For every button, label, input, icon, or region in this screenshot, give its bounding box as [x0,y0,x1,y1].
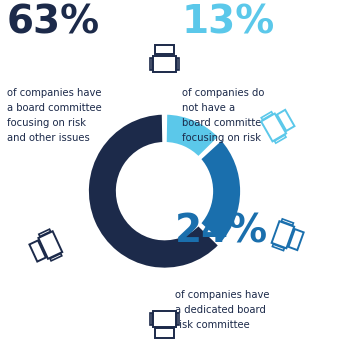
Polygon shape [281,219,293,225]
Polygon shape [261,114,286,141]
Polygon shape [29,240,46,262]
Polygon shape [38,231,62,259]
Text: of companies do
not have a
board committee
focusing on risk: of companies do not have a board committ… [182,88,267,143]
Text: 24%: 24% [175,212,268,250]
Text: 13%: 13% [182,4,275,41]
Polygon shape [39,229,50,236]
Polygon shape [155,45,174,54]
Polygon shape [176,58,179,70]
Polygon shape [155,328,174,337]
Wedge shape [199,139,241,244]
Polygon shape [50,253,62,261]
Polygon shape [150,313,153,325]
Polygon shape [153,311,176,326]
Text: of companies have
a dedicated board
risk committee: of companies have a dedicated board risk… [175,290,270,330]
Text: of companies have
a board committee
focusing on risk
and other issues: of companies have a board committee focu… [7,88,102,143]
Polygon shape [274,135,286,143]
Wedge shape [88,113,220,269]
Polygon shape [277,110,294,131]
Polygon shape [261,112,273,120]
Polygon shape [153,56,176,72]
Polygon shape [176,313,179,325]
Wedge shape [165,113,220,158]
Text: 63%: 63% [7,4,100,41]
Polygon shape [272,221,294,248]
Polygon shape [272,244,284,251]
Polygon shape [150,58,153,70]
Polygon shape [288,229,304,250]
